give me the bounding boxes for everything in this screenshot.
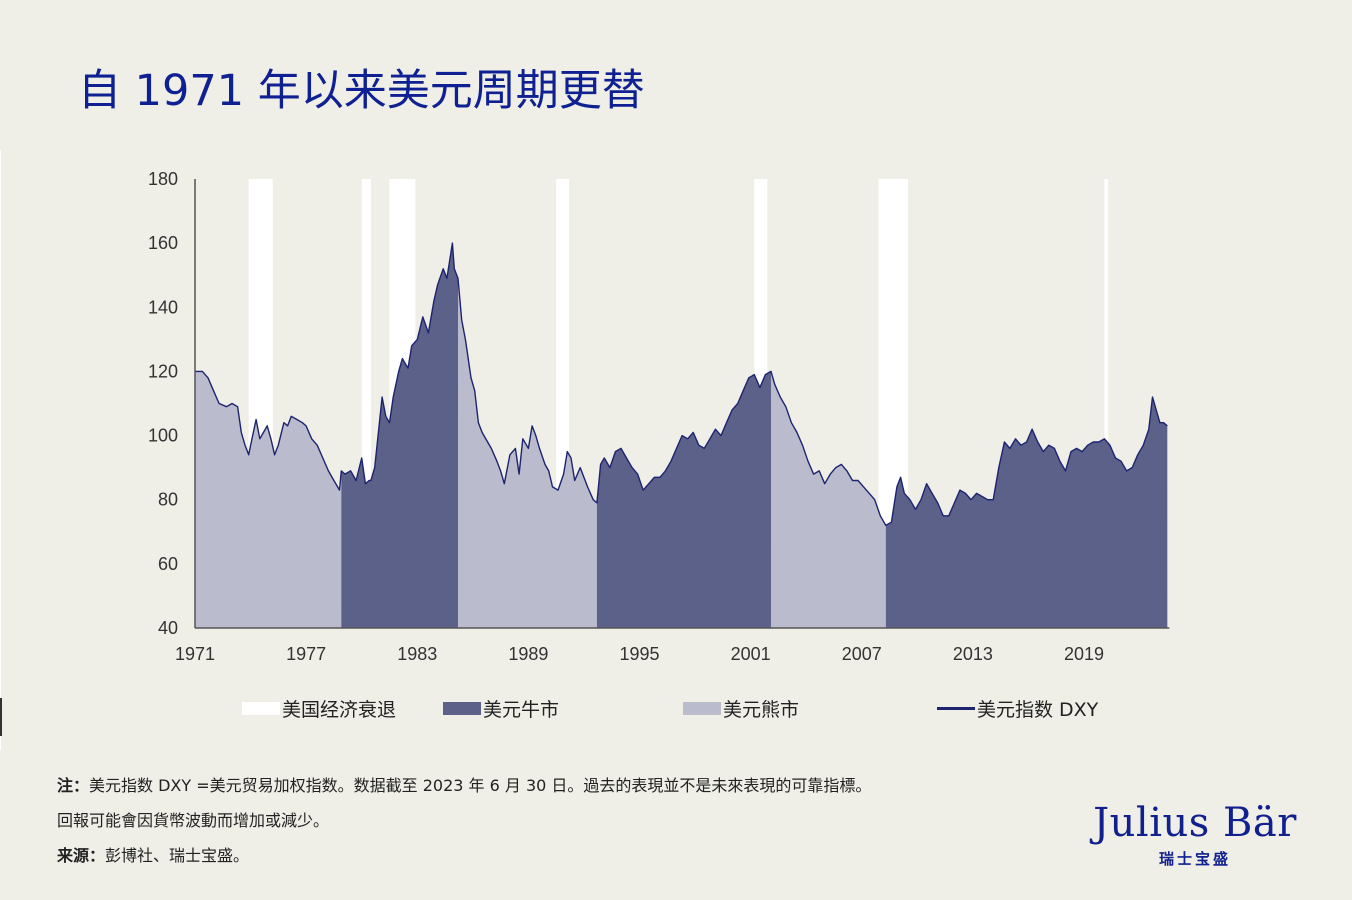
dxy-line-swatch <box>937 707 975 710</box>
page-title: 自 1971 年以来美元周期更替 <box>78 66 645 116</box>
legend: 美国经济衰退 美元牛市 美元熊市 美元指数 DXY <box>0 695 1352 723</box>
x-tick-label: 2007 <box>842 644 882 664</box>
x-tick-label: 1989 <box>508 644 548 664</box>
y-tick-label: 180 <box>148 169 178 189</box>
source-text: 彭博社、瑞士宝盛。 <box>105 846 250 865</box>
y-tick-label: 60 <box>158 554 178 574</box>
julius-baer-logo: Julius Bär 瑞士宝盛 <box>1090 800 1300 869</box>
recession-band <box>361 179 371 628</box>
dxy-chart: 40 60 80 100 120 140 160 180 1971 1977 1983 1989 199… <box>148 169 1170 664</box>
y-tick-label: 160 <box>148 233 178 253</box>
bear-market-area <box>195 371 342 628</box>
x-tick-label: 2019 <box>1064 644 1104 664</box>
source-label: 来源： <box>57 846 106 865</box>
regime-areas <box>195 243 1168 628</box>
logo-wordmark: Julius Bär <box>1093 800 1297 846</box>
legend-item-dxy: 美元指数 DXY <box>937 695 1098 722</box>
y-tick-label: 140 <box>148 297 178 317</box>
y-tick-label: 120 <box>148 361 178 381</box>
note-line-2: 回報可能會因貨幣波動而增加或減少。 <box>57 811 330 830</box>
legend-label-dxy: 美元指数 DXY <box>977 699 1099 721</box>
bull-market-area <box>885 397 1168 628</box>
y-tick-label: 40 <box>158 618 178 638</box>
recession-swatch <box>242 702 280 715</box>
note-line-1: 注：美元指数 DXY =美元贸易加权指数。数据截至 2023 年 6 月 30 … <box>57 768 871 803</box>
legend-label-bull: 美元牛市 <box>483 699 560 721</box>
left-edge-mark <box>0 698 2 736</box>
source-line: 来源：彭博社、瑞士宝盛。 <box>57 838 871 873</box>
legend-label-recession: 美国经济衰退 <box>282 699 397 721</box>
dxy-line <box>195 242 1168 527</box>
bear-swatch <box>683 702 721 715</box>
note-label: 注： <box>57 776 90 795</box>
left-edge-divider <box>0 150 1 750</box>
x-tick-label: 1983 <box>397 644 437 664</box>
x-tick-label: 2001 <box>731 644 771 664</box>
bull-market-area <box>341 243 458 628</box>
axes: 40 60 80 100 120 140 160 180 1971 1977 1983 1989 199… <box>148 169 1170 664</box>
bull-market-area <box>596 371 771 628</box>
recession-band <box>1104 179 1109 628</box>
note-text: 美元指数 DXY =美元贸易加权指数。数据截至 2023 年 6 月 30 日。… <box>89 776 872 795</box>
x-tick-label: 1971 <box>175 644 215 664</box>
logo-chinese-name: 瑞士宝盛 <box>1158 850 1231 868</box>
x-tick-label: 1977 <box>286 644 326 664</box>
legend-item-bear: 美元熊市 <box>683 695 799 722</box>
x-tick-label: 2013 <box>953 644 993 664</box>
bull-swatch <box>443 702 481 715</box>
legend-label-bear: 美元熊市 <box>723 699 800 721</box>
legend-item-bull: 美元牛市 <box>443 695 559 722</box>
y-tick-label: 100 <box>148 426 178 446</box>
bear-market-area <box>457 278 597 628</box>
bear-market-area <box>770 371 886 628</box>
x-tick-label: 1995 <box>619 644 659 664</box>
footnotes: 注：美元指数 DXY =美元贸易加权指数。数据截至 2023 年 6 月 30 … <box>57 768 871 873</box>
y-tick-label: 80 <box>158 490 178 510</box>
legend-item-recession: 美国经济衰退 <box>242 695 396 722</box>
